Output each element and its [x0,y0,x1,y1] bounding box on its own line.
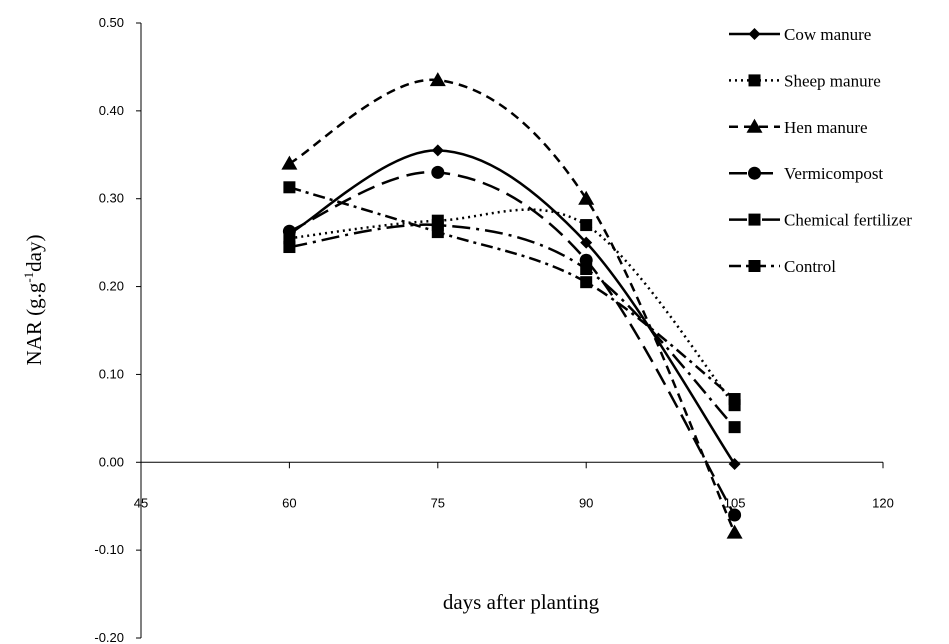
y-tick-label: 0.30 [99,191,124,206]
series-line-cow-manure [288,149,736,465]
legend-item-hen-manure: Hen manure [729,118,868,137]
x-axis-title: days after planting [443,590,600,614]
series-vermicompost [282,165,742,522]
legend-label-cow-manure: Cow manure [784,25,871,44]
series-hen-manure [281,72,743,539]
legend-label-sheep-manure: Sheep manure [784,71,881,90]
legend-label-vermicompost: Vermicompost [784,164,883,183]
legend-item-control: Control [729,257,836,276]
series-line-sheep-manure [289,208,736,406]
data-point-sheep-manure [580,219,593,232]
y-axis-title: NAR (g.g-1day) [21,234,46,365]
x-tick-label: 45 [134,495,148,510]
y-tick-label: 0.40 [99,103,124,118]
legend-marker-sheep-manure [748,74,761,87]
series-line-chemical-fertilizer [289,223,736,428]
data-point-chemical-fertilizer [580,263,593,275]
data-point-cow-manure [431,144,444,157]
data-point-chemical-fertilizer [728,421,741,434]
data-point-vermicompost [282,224,296,238]
data-point-hen-manure [281,155,298,170]
data-point-control [580,276,593,289]
legend-marker-cow-manure [748,28,761,40]
legend-marker-control [748,260,761,272]
y-tick-label: -0.10 [94,542,124,557]
axes: -0.20 -0.10 0.00 0.10 0.20 0.30 0.40 0.50 45 60 75… [94,15,893,644]
legend-item-vermicompost: Vermicompost [729,164,883,183]
legend: Cow manure Sheep manure Hen manure Vermicom… [729,25,912,276]
x-tick-label: 75 [431,495,445,510]
data-point-control [431,226,444,239]
y-tick-label: 0.50 [99,15,124,30]
legend-item-cow-manure: Cow manure [729,25,871,44]
legend-label-chemical-fertilizer: Chemical fertilizer [784,211,912,230]
y-axis-title-end: day) [22,234,46,271]
legend-item-sheep-manure: Sheep manure [729,71,881,90]
data-point-cow-manure [580,236,593,249]
legend-label-control: Control [784,257,836,276]
y-axis-title-superscript: -1 [21,272,36,283]
legend-label-hen-manure: Hen manure [784,118,868,137]
data-point-chemical-fertilizer [283,241,296,254]
data-point-hen-manure [578,190,595,205]
x-tick-label: 60 [282,495,296,510]
data-point-hen-manure [429,72,446,87]
legend-marker-chemical-fertilizer [748,213,761,226]
series-chemical-fertilizer [283,219,741,434]
series-line-hen-manure [288,78,736,534]
data-point-vermicompost [728,508,742,522]
data-point-cow-manure [728,458,741,471]
x-tick-label: 120 [872,495,894,510]
series-cow-manure [283,144,741,471]
data-point-control [283,181,296,194]
y-tick-label: 0.00 [99,454,124,469]
series-layer [281,72,743,539]
legend-item-chemical-fertilizer: Chemical fertilizer [729,211,912,230]
y-tick-label: -0.20 [94,630,124,644]
x-tick-label: 90 [579,495,593,510]
series-line-vermicompost [288,170,736,516]
y-tick-label: 0.10 [99,366,124,381]
data-point-hen-manure [726,524,743,539]
legend-marker-vermicompost [748,166,761,180]
y-tick-label: 0.20 [99,279,124,294]
data-point-control [728,393,741,406]
x-tick-label: 105 [724,495,746,510]
y-axis-title-main: NAR (g.g [22,282,46,365]
data-point-vermicompost [431,165,445,179]
legend-marker-hen-manure [746,118,763,133]
series-control [283,181,741,406]
